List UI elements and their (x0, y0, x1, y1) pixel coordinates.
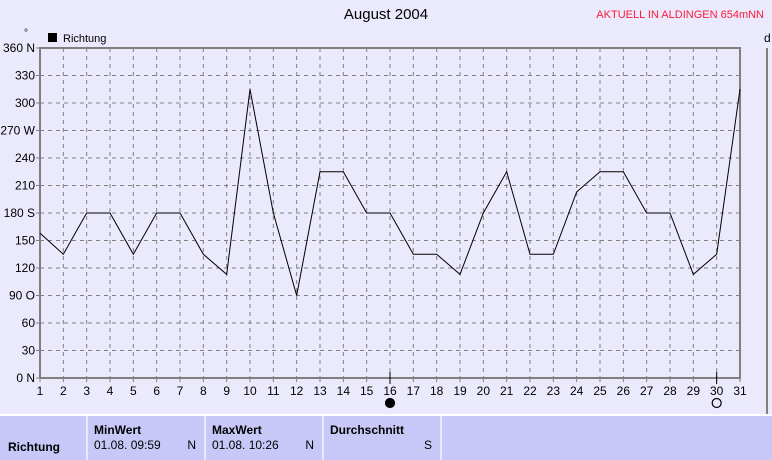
x-tick-label: 25 (593, 384, 607, 398)
row-label-cell: Richtung (0, 416, 88, 460)
y-tick-label: 270 W (0, 124, 35, 138)
maxwert-value: N (305, 438, 314, 452)
x-tick-label: 15 (360, 384, 374, 398)
right-panel-label: d (764, 31, 771, 45)
x-tick-label: 12 (290, 384, 304, 398)
x-tick-label: 1 (37, 384, 44, 398)
y-tick-label: 360 N (3, 41, 35, 55)
full-moon-icon (384, 397, 396, 409)
x-tick-label: 14 (337, 384, 351, 398)
x-tick-label: 26 (617, 384, 631, 398)
y-tick-label: 90 O (9, 289, 35, 303)
x-tick-label: 10 (243, 384, 257, 398)
y-tick-label: 150 (15, 234, 35, 248)
x-tick-label: 8 (200, 384, 207, 398)
x-tick-label: 13 (313, 384, 327, 398)
x-tick-label: 30 (710, 384, 724, 398)
x-tick-label: 9 (223, 384, 230, 398)
x-tick-label: 4 (107, 384, 114, 398)
durchschnitt-value: S (423, 438, 432, 452)
x-tick-label: 19 (453, 384, 467, 398)
stats-table: Richtung MinWert 01.08. 09:59 N MaxWert … (0, 414, 772, 460)
y-tick-label: 330 (15, 69, 35, 83)
new-moon-icon (711, 397, 722, 409)
x-tick-label: 28 (663, 384, 677, 398)
station-label: AKTUELL IN ALDINGEN 654mNN (596, 9, 764, 21)
x-tick-label: 31 (733, 384, 747, 398)
x-tick-label: 3 (83, 384, 90, 398)
x-tick-label: 23 (547, 384, 561, 398)
maxwert-date: 01.08. 10:26 (212, 438, 279, 452)
x-tick-label: 18 (430, 384, 444, 398)
x-tick-label: 16 (383, 384, 397, 398)
y-tick-label: 30 (22, 344, 36, 358)
y-unit-label: ° (24, 28, 28, 39)
x-tick-label: 24 (570, 384, 584, 398)
x-tick-label: 5 (130, 384, 137, 398)
row-label: Richtung (8, 440, 60, 454)
direction-chart: ° Richtung d 1 2 3 4 5 6 7 8 9 10 11 12 13 14 15 16 17 18… (0, 28, 771, 414)
legend-swatch (48, 33, 57, 42)
maxwert-cell: MaxWert 01.08. 10:26 N (206, 416, 324, 460)
minwert-header: MinWert (94, 423, 142, 437)
plot-frame (39, 47, 741, 379)
x-tick-label: 27 (640, 384, 654, 398)
x-tick-label: 21 (500, 384, 514, 398)
maxwert-header: MaxWert (212, 423, 262, 437)
x-tick-label: 22 (523, 384, 537, 398)
durchschnitt-header: Durchschnitt (330, 423, 405, 437)
x-tick-label: 11 (267, 384, 280, 398)
y-tick-label: 210 (15, 179, 35, 193)
y-tick-label: 120 (15, 261, 35, 275)
y-tick-label: 300 (15, 96, 35, 110)
chart-title: August 2004 (343, 6, 429, 23)
x-tick-label: 2 (60, 384, 67, 398)
x-tick-label: 6 (153, 384, 160, 398)
y-tick-label: 180 S (4, 206, 35, 220)
minwert-value: N (187, 438, 196, 452)
y-tick-label: 0 N (16, 371, 35, 385)
x-tick-label: 20 (477, 384, 491, 398)
legend-label: Richtung (63, 33, 106, 45)
y-tick-label: 60 (22, 316, 36, 330)
x-tick-label: 29 (687, 384, 701, 398)
minwert-date: 01.08. 09:59 (94, 438, 161, 452)
series-line-richtung (39, 89, 741, 296)
x-tick-label: 7 (177, 384, 184, 398)
durchschnitt-cell: Durchschnitt S (324, 416, 442, 460)
x-tick-label: 17 (407, 384, 421, 398)
minwert-cell: MinWert 01.08. 09:59 N (88, 416, 206, 460)
y-tick-label: 240 (15, 151, 35, 165)
